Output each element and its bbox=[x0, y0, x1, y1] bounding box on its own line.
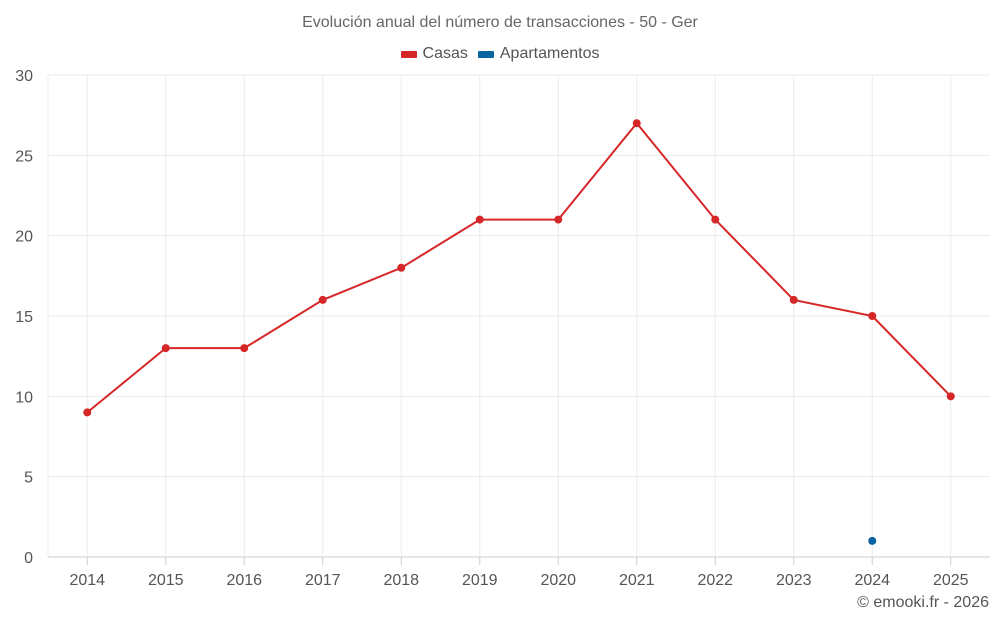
data-point-casas bbox=[475, 215, 484, 224]
x-tick-label: 2014 bbox=[69, 572, 105, 589]
x-tick-label: 2021 bbox=[619, 572, 655, 589]
y-tick-label: 0 bbox=[24, 550, 33, 567]
x-tick-label: 2017 bbox=[305, 572, 341, 589]
x-tick-label: 2018 bbox=[383, 572, 419, 589]
data-point-casas bbox=[318, 295, 327, 304]
data-point-casas bbox=[632, 119, 641, 128]
y-tick-label: 25 bbox=[15, 148, 33, 165]
y-tick-label: 30 bbox=[15, 68, 33, 85]
legend-swatch-casas bbox=[400, 50, 417, 58]
legend-label-casas: Casas bbox=[422, 45, 468, 62]
y-tick-label: 5 bbox=[24, 470, 33, 487]
credit-text: © emooki.fr - 2026 bbox=[857, 594, 989, 611]
x-tick-label: 2023 bbox=[776, 572, 812, 589]
legend-label-apartamentos: Apartamentos bbox=[499, 45, 600, 62]
data-point-casas bbox=[83, 408, 92, 417]
x-tick-label: 2020 bbox=[540, 572, 576, 589]
x-tick-label: 2025 bbox=[933, 572, 969, 589]
series-line-casas bbox=[86, 121, 952, 414]
y-tick-label: 15 bbox=[15, 309, 33, 326]
data-point-casas bbox=[711, 215, 720, 224]
y-tick-label: 10 bbox=[15, 389, 33, 406]
data-point-casas bbox=[554, 215, 563, 224]
data-point-apartamentos bbox=[868, 536, 877, 545]
x-tick-label: 2019 bbox=[462, 572, 498, 589]
data-point-casas bbox=[397, 263, 406, 272]
data-point-casas bbox=[240, 344, 249, 353]
x-tick-label: 2022 bbox=[697, 572, 733, 589]
legend-item-apartamentos[interactable]: Apartamentos bbox=[477, 45, 600, 63]
data-point-casas bbox=[789, 295, 798, 304]
x-tick-label: 2016 bbox=[226, 572, 262, 589]
x-tick-label: 2024 bbox=[854, 572, 890, 589]
chart-legend: Casas Apartamentos bbox=[0, 45, 1000, 63]
legend-item-casas[interactable]: Casas bbox=[400, 45, 468, 63]
data-point-casas bbox=[161, 344, 170, 353]
data-point-casas bbox=[868, 312, 877, 320]
data-point-casas bbox=[946, 392, 955, 401]
x-tick-label: 2015 bbox=[148, 572, 184, 589]
y-tick-label: 20 bbox=[15, 229, 33, 246]
chart-title: Evolución anual del número de transaccio… bbox=[302, 14, 698, 31]
legend-swatch-apartamentos bbox=[477, 50, 494, 58]
